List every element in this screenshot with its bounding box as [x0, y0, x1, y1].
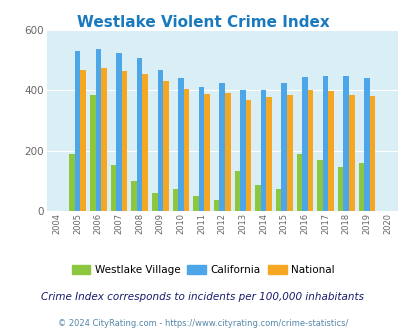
Bar: [275, 189, 281, 211]
Bar: [95, 50, 101, 211]
Bar: [110, 165, 116, 211]
Bar: [296, 154, 301, 211]
Bar: [348, 95, 354, 211]
Bar: [157, 70, 163, 211]
Bar: [116, 53, 121, 211]
Bar: [337, 167, 343, 211]
Bar: [255, 185, 260, 211]
Bar: [307, 90, 313, 211]
Legend: Westlake Village, California, National: Westlake Village, California, National: [67, 261, 338, 279]
Bar: [204, 93, 209, 211]
Bar: [286, 95, 292, 211]
Bar: [260, 90, 266, 211]
Bar: [224, 93, 230, 211]
Bar: [75, 51, 80, 211]
Bar: [363, 78, 369, 211]
Bar: [301, 77, 307, 211]
Bar: [193, 196, 198, 211]
Text: Crime Index corresponds to incidents per 100,000 inhabitants: Crime Index corresponds to incidents per…: [41, 292, 364, 302]
Bar: [245, 100, 251, 211]
Bar: [172, 188, 178, 211]
Bar: [369, 96, 374, 211]
Bar: [80, 70, 86, 211]
Bar: [142, 74, 148, 211]
Bar: [343, 76, 348, 211]
Text: © 2024 CityRating.com - https://www.cityrating.com/crime-statistics/: © 2024 CityRating.com - https://www.city…: [58, 319, 347, 328]
Bar: [328, 91, 333, 211]
Bar: [213, 200, 219, 211]
Bar: [281, 83, 286, 211]
Bar: [322, 76, 328, 211]
Bar: [183, 89, 189, 211]
Bar: [219, 83, 224, 211]
Bar: [101, 68, 107, 211]
Bar: [316, 160, 322, 211]
Bar: [163, 81, 168, 211]
Bar: [240, 90, 245, 211]
Bar: [90, 95, 95, 211]
Bar: [198, 87, 204, 211]
Bar: [136, 58, 142, 211]
Bar: [69, 154, 75, 211]
Bar: [131, 181, 136, 211]
Text: Westlake Violent Crime Index: Westlake Violent Crime Index: [77, 15, 328, 30]
Bar: [358, 163, 363, 211]
Bar: [266, 97, 271, 211]
Bar: [178, 78, 183, 211]
Bar: [122, 71, 127, 211]
Bar: [151, 193, 157, 211]
Bar: [234, 171, 240, 211]
